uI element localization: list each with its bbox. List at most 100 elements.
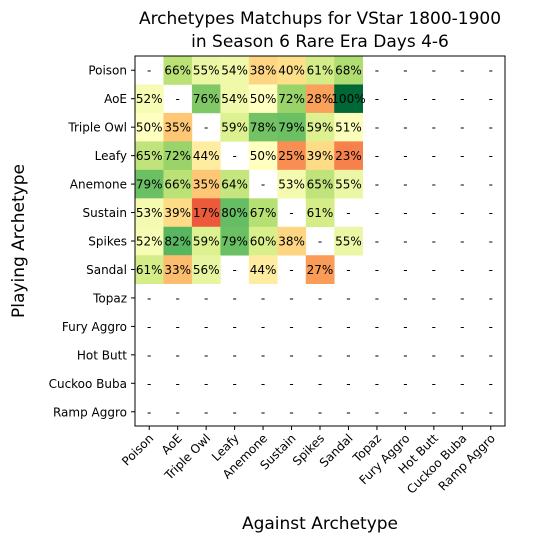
heatmap-cell (191, 56, 221, 85)
cell-value-label: 79% (221, 235, 248, 249)
cell-value-label: - (460, 206, 464, 220)
cell-value-label: - (147, 405, 151, 419)
heatmap-cells (135, 56, 363, 284)
cell-value-label: - (289, 263, 293, 277)
heatmap-cell (277, 169, 307, 199)
heatmap-cell (191, 169, 221, 199)
cell-value-label: 55% (335, 178, 362, 192)
heatmap-cell (191, 141, 221, 171)
heatmap-cell (248, 112, 278, 142)
cell-value-label: 25% (278, 149, 305, 163)
cell-value-label: 39% (164, 206, 191, 220)
cell-value-label: - (489, 121, 493, 135)
cell-value-label: - (318, 235, 322, 249)
cell-value-label: 59% (221, 121, 248, 135)
heatmap-cell (277, 112, 307, 142)
heatmap-cell (248, 56, 278, 85)
cell-value-label: - (346, 405, 350, 419)
cell-value-label: - (432, 320, 436, 334)
cell-value-label: - (403, 320, 407, 334)
cell-value-label: - (289, 206, 293, 220)
cell-value-label: - (346, 348, 350, 362)
heatmap-cell (334, 141, 363, 171)
cell-value-label: 28% (307, 92, 334, 106)
cell-value-label: - (460, 92, 464, 106)
heatmap-cell (248, 84, 278, 114)
cell-value-label: 39% (307, 149, 334, 163)
cell-value-label: - (489, 405, 493, 419)
y-tick-label: Topaz (92, 291, 127, 305)
heatmap-cell (163, 226, 193, 256)
cell-value-label: - (403, 178, 407, 192)
heatmap-cell (135, 112, 164, 142)
cell-value-label: - (489, 348, 493, 362)
heatmap-cell (135, 141, 164, 171)
cell-value-label: 82% (164, 235, 191, 249)
cell-value-label: - (489, 291, 493, 305)
cell-value-label: 44% (250, 263, 277, 277)
heatmap-cell (135, 255, 164, 284)
heatmap-cell (305, 112, 335, 142)
cell-value-label: - (289, 291, 293, 305)
cell-value-label: - (432, 291, 436, 305)
cell-value-label: - (232, 291, 236, 305)
cell-value-label: 65% (136, 149, 163, 163)
cell-value-label: 50% (250, 149, 277, 163)
cell-value-label: - (432, 348, 436, 362)
cell-value-label: - (460, 235, 464, 249)
heatmap-cell (135, 84, 164, 114)
cell-value-label: - (403, 149, 407, 163)
y-axis: Poison AoE Triple Owl Leafy Anemone Sustain Sp… (49, 64, 135, 419)
cell-value-label: - (375, 121, 379, 135)
heatmap-cell (277, 226, 307, 256)
cell-value-label: - (346, 291, 350, 305)
cell-value-label: - (261, 178, 265, 192)
cell-value-label: - (489, 92, 493, 106)
cell-value-label: - (261, 320, 265, 334)
cell-value-label: 76% (193, 92, 220, 106)
heatmap-cell (191, 255, 221, 284)
cell-value-label: - (261, 377, 265, 391)
cell-value-label: 56% (193, 263, 220, 277)
cell-value-label: 50% (136, 121, 163, 135)
cell-value-label: - (375, 348, 379, 362)
cell-value-label: - (176, 320, 180, 334)
cell-value-label: - (289, 377, 293, 391)
cell-value-label: - (375, 291, 379, 305)
y-tick-label: Fury Aggro (62, 320, 127, 334)
heatmap-cell (163, 112, 193, 142)
cell-value-label: - (204, 121, 208, 135)
heatmap-cell (248, 198, 278, 228)
cell-value-label: - (204, 405, 208, 419)
cell-value-label: 67% (250, 206, 277, 220)
cell-value-label: 78% (250, 121, 277, 135)
cell-value-label: - (489, 320, 493, 334)
cell-value-label: - (375, 320, 379, 334)
cell-value-label: - (375, 178, 379, 192)
cell-value-label: - (318, 291, 322, 305)
heatmap-cell (163, 56, 193, 85)
cell-value-label: 51% (335, 121, 362, 135)
y-axis-label: Playing Archetype (9, 164, 29, 318)
y-tick-label: Triple Owl (67, 121, 127, 135)
cell-value-label: - (289, 348, 293, 362)
heatmap-cell (191, 84, 221, 114)
y-tick-label: Sandal (86, 263, 127, 277)
cell-value-label: - (432, 149, 436, 163)
cell-value-label: 80% (221, 206, 248, 220)
cell-value-label: - (147, 291, 151, 305)
cell-value-label: - (432, 92, 436, 106)
cell-value-label: - (232, 348, 236, 362)
cell-value-label: 52% (136, 92, 163, 106)
heatmap-cell (305, 169, 335, 199)
cell-value-label: - (176, 291, 180, 305)
cell-value-label: - (232, 405, 236, 419)
cell-value-label: 72% (164, 149, 191, 163)
y-tick-label: Ramp Aggro (53, 405, 127, 419)
cell-value-label: - (489, 149, 493, 163)
cell-value-label: - (489, 263, 493, 277)
heatmap-cell (220, 112, 250, 142)
heatmap-cell (334, 56, 363, 85)
cell-value-label: - (261, 405, 265, 419)
